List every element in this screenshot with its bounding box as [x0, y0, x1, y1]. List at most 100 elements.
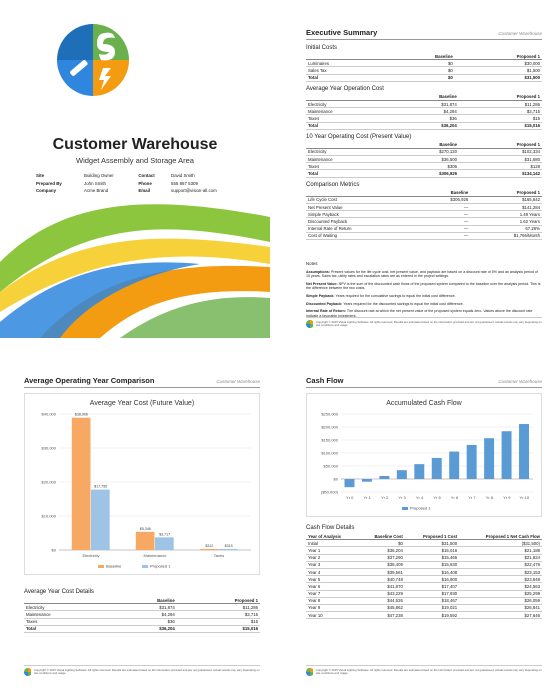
- info-cell: John Smith: [84, 180, 106, 186]
- value-label: $315: [225, 544, 233, 548]
- legend-swatch: [98, 565, 104, 568]
- note-text: NPV is the sum of the discounted cash fl…: [306, 281, 541, 291]
- data-table: Baseline Proposed 1 Electricity $270,120 $10…: [306, 141, 542, 178]
- footer-logo-mark: [306, 672, 310, 676]
- footer-text: Copyright © 2015 Visual Lighting Softwar…: [315, 667, 542, 675]
- table-row: Total $36,204 $15,016: [306, 121, 542, 130]
- table-cell: $43,229: [358, 590, 405, 598]
- bar: [466, 444, 477, 479]
- x-tick-label: Yr 9: [503, 495, 511, 500]
- note-term: Net Present Value:: [306, 281, 338, 286]
- table-cell: $36: [392, 114, 459, 123]
- x-tick-label: Maintenance: [144, 553, 168, 558]
- table-cell: $31,500: [454, 73, 542, 82]
- bar: [199, 548, 219, 550]
- note-text: Years required for the discounted saving…: [343, 301, 464, 306]
- note-term: Discounted Payback:: [306, 301, 343, 306]
- table-cell: $15,016: [404, 546, 460, 555]
- table-row: Total $0 $31,500: [306, 73, 542, 82]
- y-tick-label: $10,000: [42, 514, 57, 519]
- table-cell: $31,874: [110, 603, 177, 612]
- footer-logo-mark: [306, 324, 310, 328]
- table-row: Year 4 $39,561 $16,408 $23,153: [306, 568, 542, 577]
- note-term: Assumptions:: [306, 269, 330, 274]
- table-cell: $0: [385, 66, 455, 75]
- table-row: Year 2 $37,290 $15,466 $21,824: [306, 554, 542, 562]
- table-cell: —: [418, 210, 471, 219]
- summary-page: Executive Summary Customer Warehouse Initi…: [282, 2, 552, 338]
- header-cell: Proposed 1: [470, 189, 542, 197]
- x-tick-label: Yr 4: [416, 495, 424, 500]
- table-row: Year 8 $44,526 $18,467 $26,059: [306, 597, 542, 605]
- table-cell: $39,561: [358, 568, 405, 577]
- table-cell: $38,409: [358, 561, 405, 569]
- info-cell: 555 867 5309: [171, 180, 198, 186]
- info-cell: Building Owner: [84, 173, 114, 179]
- table-cell: $19,021: [404, 604, 460, 613]
- chart: Accumulated Cash Flow ($50,000) $0 $50,000 $…: [306, 393, 542, 517]
- y-tick-label: $0: [52, 548, 57, 553]
- table-cell: $4,294: [110, 610, 177, 619]
- table-cell: Year 9: [306, 604, 359, 613]
- table-row: Total $36,204 $15,016: [24, 624, 260, 633]
- header-cell: Baseline: [392, 141, 460, 149]
- bar: [379, 476, 390, 479]
- note: Simple Payback: Years required for the c…: [306, 294, 542, 299]
- table-cell: Electricity: [306, 100, 393, 109]
- table-cell: $128: [459, 162, 542, 171]
- table-cell: Simple Payback: [306, 210, 419, 219]
- table-cell: $23,153: [459, 568, 542, 577]
- footer-logo: [306, 668, 313, 676]
- footer: Copyright © 2015 Visual Lighting Softwar…: [306, 665, 542, 676]
- table-row: Total $306,926 $134,142: [306, 169, 542, 178]
- table-row: Electricity $270,120 $102,334: [306, 148, 542, 157]
- x-tick-label: Electricity: [82, 553, 99, 558]
- footer-text: Copyright © 2015 Visual Lighting Softwar…: [33, 667, 260, 675]
- header-cell: Baseline: [392, 93, 459, 101]
- page-header: Average Operating Year Comparison Custome…: [24, 376, 260, 388]
- table-row: Luminaires $0 $30,000: [306, 59, 542, 68]
- table-row: Year 10 $47,238 $19,592 $27,646: [306, 611, 542, 620]
- table-cell: $30,000: [454, 59, 542, 68]
- table-row: Initial $0 $31,500 ($31,500): [306, 539, 542, 548]
- value-label: $3,717: [159, 532, 170, 536]
- table-cell: $15,930: [404, 561, 460, 569]
- x-tick-label: Yr 0: [346, 495, 354, 500]
- table-cell: $23,848: [459, 575, 542, 584]
- note-term: Internal Rate of Return:: [306, 309, 346, 314]
- data-table: Baseline Proposed 1 Electricity $31,874 $11,…: [306, 93, 542, 130]
- header-cell: [306, 189, 419, 197]
- table-cell: $45,862: [358, 604, 405, 613]
- legend-swatch: [402, 507, 408, 510]
- legend-label: Proposed 1: [410, 506, 431, 511]
- table-cell: $36,204: [110, 624, 177, 633]
- info-cell: Site: [36, 173, 45, 179]
- table-cell: Year 4: [306, 568, 359, 577]
- table-cell: $16,900: [404, 575, 460, 584]
- table-cell: $306,926: [418, 196, 471, 205]
- table-row: Year 5 $40,748 $16,900 $23,848: [306, 575, 542, 584]
- table-row: Taxes $306 $128: [306, 162, 542, 171]
- table-cell: $0: [385, 73, 455, 82]
- table-cell: $36: [110, 618, 177, 626]
- header-right: Customer Warehouse: [498, 31, 542, 36]
- x-tick-label: Yr 8: [486, 495, 494, 500]
- info-cell: Company: [36, 188, 57, 194]
- info-cell: Prepared By: [36, 180, 62, 186]
- bar: [519, 424, 530, 479]
- table-cell: Luminaires: [306, 59, 386, 68]
- table-wrap: Cash Flow Details Year of Analysis Baselin…: [306, 525, 542, 620]
- table-cell: Internal Rate of Return: [306, 225, 419, 233]
- table-cell: Initial: [306, 539, 359, 548]
- table-cell: $36,204: [392, 121, 459, 130]
- bar: [219, 548, 238, 550]
- footer-logo: [306, 320, 313, 328]
- table-cell: $21,824: [459, 554, 542, 562]
- footer-logo-mark: [28, 668, 31, 672]
- chart-title: Accumulated Cash Flow: [386, 400, 462, 407]
- header-cell: [306, 93, 393, 101]
- info-cell: David Smith: [171, 173, 195, 179]
- data-table: Baseline Proposed 1 Electricity $31,874 $11,…: [24, 597, 260, 633]
- table-cell: $270,120: [392, 148, 460, 157]
